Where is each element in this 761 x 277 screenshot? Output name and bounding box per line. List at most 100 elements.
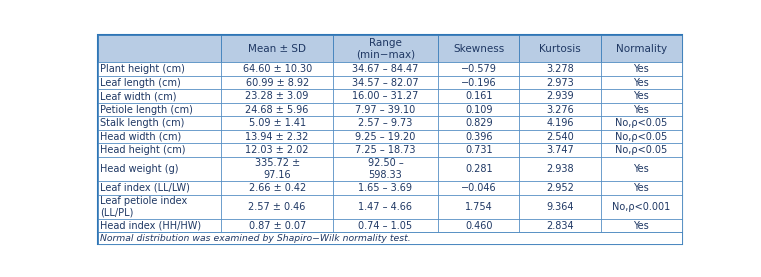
Text: −0.579: −0.579 — [461, 64, 497, 74]
Bar — [221, 89, 333, 103]
Bar — [438, 103, 520, 116]
Bar — [98, 130, 221, 143]
Text: 0.281: 0.281 — [465, 164, 492, 174]
Text: 24.68 ± 5.96: 24.68 ± 5.96 — [246, 104, 309, 115]
Text: 0.109: 0.109 — [465, 104, 492, 115]
Bar — [600, 219, 682, 232]
Text: No,ρ<0.05: No,ρ<0.05 — [615, 145, 667, 155]
Text: Yes: Yes — [633, 91, 649, 101]
Bar — [600, 130, 682, 143]
Text: Mean ± SD: Mean ± SD — [248, 44, 306, 54]
Text: 5.09 ± 1.41: 5.09 ± 1.41 — [249, 118, 306, 128]
Bar — [438, 143, 520, 157]
Bar — [438, 76, 520, 89]
Text: 2.952: 2.952 — [546, 183, 574, 193]
Bar — [520, 89, 600, 103]
Bar — [600, 76, 682, 89]
Text: Normal distribution was examined by Shapiro−Wilk normality test.: Normal distribution was examined by Shap… — [100, 234, 411, 243]
Text: 16.00 – 31.27: 16.00 – 31.27 — [352, 91, 419, 101]
Bar — [520, 35, 600, 62]
Text: Range
(min−max): Range (min−max) — [356, 38, 415, 60]
Bar — [520, 103, 600, 116]
Bar — [438, 116, 520, 130]
Text: 7.97 – 39.10: 7.97 – 39.10 — [355, 104, 416, 115]
Bar — [520, 194, 600, 219]
Text: 0.460: 0.460 — [465, 220, 492, 230]
Bar — [600, 181, 682, 194]
Text: Leaf length (cm): Leaf length (cm) — [100, 78, 181, 88]
Bar — [221, 76, 333, 89]
Bar — [333, 157, 438, 181]
Text: 9.364: 9.364 — [546, 202, 574, 212]
Bar — [333, 194, 438, 219]
Text: 12.03 ± 2.02: 12.03 ± 2.02 — [245, 145, 309, 155]
Text: −0.046: −0.046 — [461, 183, 497, 193]
Text: 2.66 ± 0.42: 2.66 ± 0.42 — [249, 183, 306, 193]
Bar — [98, 76, 221, 89]
Bar — [98, 103, 221, 116]
Text: Stalk length (cm): Stalk length (cm) — [100, 118, 185, 128]
Bar — [221, 194, 333, 219]
Text: 7.25 – 18.73: 7.25 – 18.73 — [355, 145, 416, 155]
Text: 92.50 –
598.33: 92.50 – 598.33 — [368, 158, 403, 180]
Bar — [221, 219, 333, 232]
Text: Head index (HH/HW): Head index (HH/HW) — [100, 220, 202, 230]
Bar — [221, 130, 333, 143]
Text: 1.47 – 4.66: 1.47 – 4.66 — [358, 202, 412, 212]
Bar — [333, 130, 438, 143]
Text: Yes: Yes — [633, 78, 649, 88]
Bar — [333, 143, 438, 157]
Bar — [333, 62, 438, 76]
Text: Normality: Normality — [616, 44, 667, 54]
Bar — [600, 89, 682, 103]
Bar — [520, 62, 600, 76]
Text: Yes: Yes — [633, 183, 649, 193]
Text: 4.196: 4.196 — [546, 118, 574, 128]
Text: Leaf width (cm): Leaf width (cm) — [100, 91, 177, 101]
Text: Head height (cm): Head height (cm) — [100, 145, 186, 155]
Bar — [98, 232, 682, 244]
Text: 34.57 – 82.07: 34.57 – 82.07 — [352, 78, 419, 88]
Text: No,ρ<0.05: No,ρ<0.05 — [615, 118, 667, 128]
Text: 13.94 ± 2.32: 13.94 ± 2.32 — [246, 132, 309, 142]
Text: Head width (cm): Head width (cm) — [100, 132, 182, 142]
Bar — [98, 62, 221, 76]
Text: 3.278: 3.278 — [546, 64, 574, 74]
Text: 2.834: 2.834 — [546, 220, 574, 230]
Bar — [221, 62, 333, 76]
Text: Leaf petiole index
(LL/PL): Leaf petiole index (LL/PL) — [100, 196, 188, 217]
Bar — [438, 62, 520, 76]
Text: 335.72 ±
97.16: 335.72 ± 97.16 — [255, 158, 300, 180]
Text: 34.67 – 84.47: 34.67 – 84.47 — [352, 64, 419, 74]
Bar — [520, 143, 600, 157]
Text: No,ρ<0.001: No,ρ<0.001 — [612, 202, 670, 212]
Bar — [98, 181, 221, 194]
Bar — [221, 116, 333, 130]
Bar — [98, 194, 221, 219]
Text: Yes: Yes — [633, 164, 649, 174]
Bar — [600, 143, 682, 157]
Bar — [520, 219, 600, 232]
Text: 23.28 ± 3.09: 23.28 ± 3.09 — [246, 91, 309, 101]
Text: 2.57 – 9.73: 2.57 – 9.73 — [358, 118, 412, 128]
Text: 1.754: 1.754 — [465, 202, 492, 212]
Text: 2.540: 2.540 — [546, 132, 574, 142]
Bar — [221, 35, 333, 62]
Text: Yes: Yes — [633, 220, 649, 230]
Bar — [98, 89, 221, 103]
Text: 2.938: 2.938 — [546, 164, 574, 174]
Bar — [600, 103, 682, 116]
Bar — [600, 194, 682, 219]
Bar — [600, 62, 682, 76]
Text: Skewness: Skewness — [453, 44, 505, 54]
Bar — [520, 157, 600, 181]
Text: 1.65 – 3.69: 1.65 – 3.69 — [358, 183, 412, 193]
Bar — [438, 35, 520, 62]
Text: 0.396: 0.396 — [465, 132, 492, 142]
Bar — [438, 157, 520, 181]
Text: 2.57 ± 0.46: 2.57 ± 0.46 — [248, 202, 306, 212]
Text: Kurtosis: Kurtosis — [540, 44, 581, 54]
Bar — [333, 76, 438, 89]
Text: 60.99 ± 8.92: 60.99 ± 8.92 — [246, 78, 309, 88]
Text: 0.87 ± 0.07: 0.87 ± 0.07 — [249, 220, 306, 230]
